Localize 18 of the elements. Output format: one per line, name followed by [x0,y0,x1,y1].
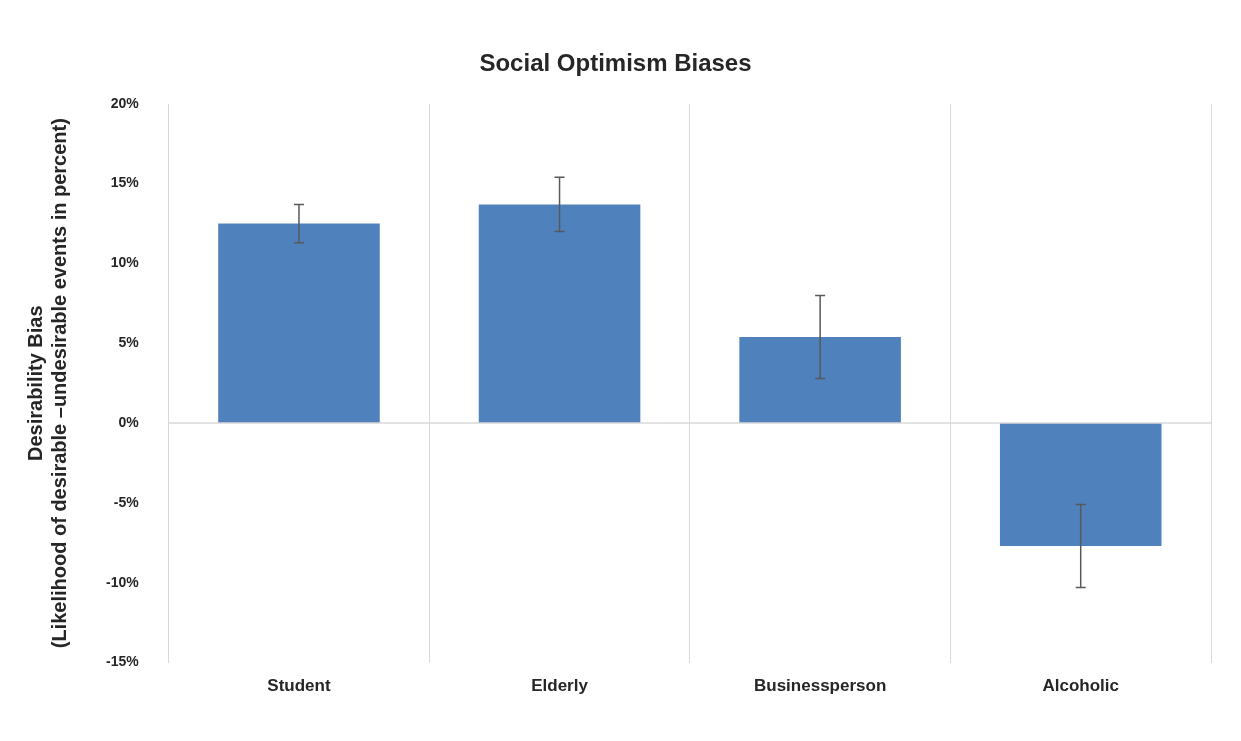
y-tick-label: 15% [110,174,140,191]
y-tick-label: 20% [110,94,140,111]
y-tick-label: 10% [110,254,140,271]
bar [478,204,641,424]
y-tick-label: 0% [118,413,140,430]
bar [999,423,1162,547]
y-axis-title: Desirability Bias (Likelihood of desirable –undesirable events in percent) [23,118,70,649]
x-tick-label: Student [267,676,331,696]
x-tick-label: Alcoholic [1042,676,1119,696]
y-tick-label: -5% [113,493,140,510]
bar [739,336,901,424]
x-tick-label: Businessperson [754,676,887,696]
x-tick-label: Elderly [531,676,589,696]
bar [218,223,380,424]
y-tick-label: -10% [106,573,140,590]
chart-title: Social Optimism Biases [479,49,752,77]
y-tick-label: -15% [106,653,140,670]
y-tick-label: 5% [118,334,140,351]
